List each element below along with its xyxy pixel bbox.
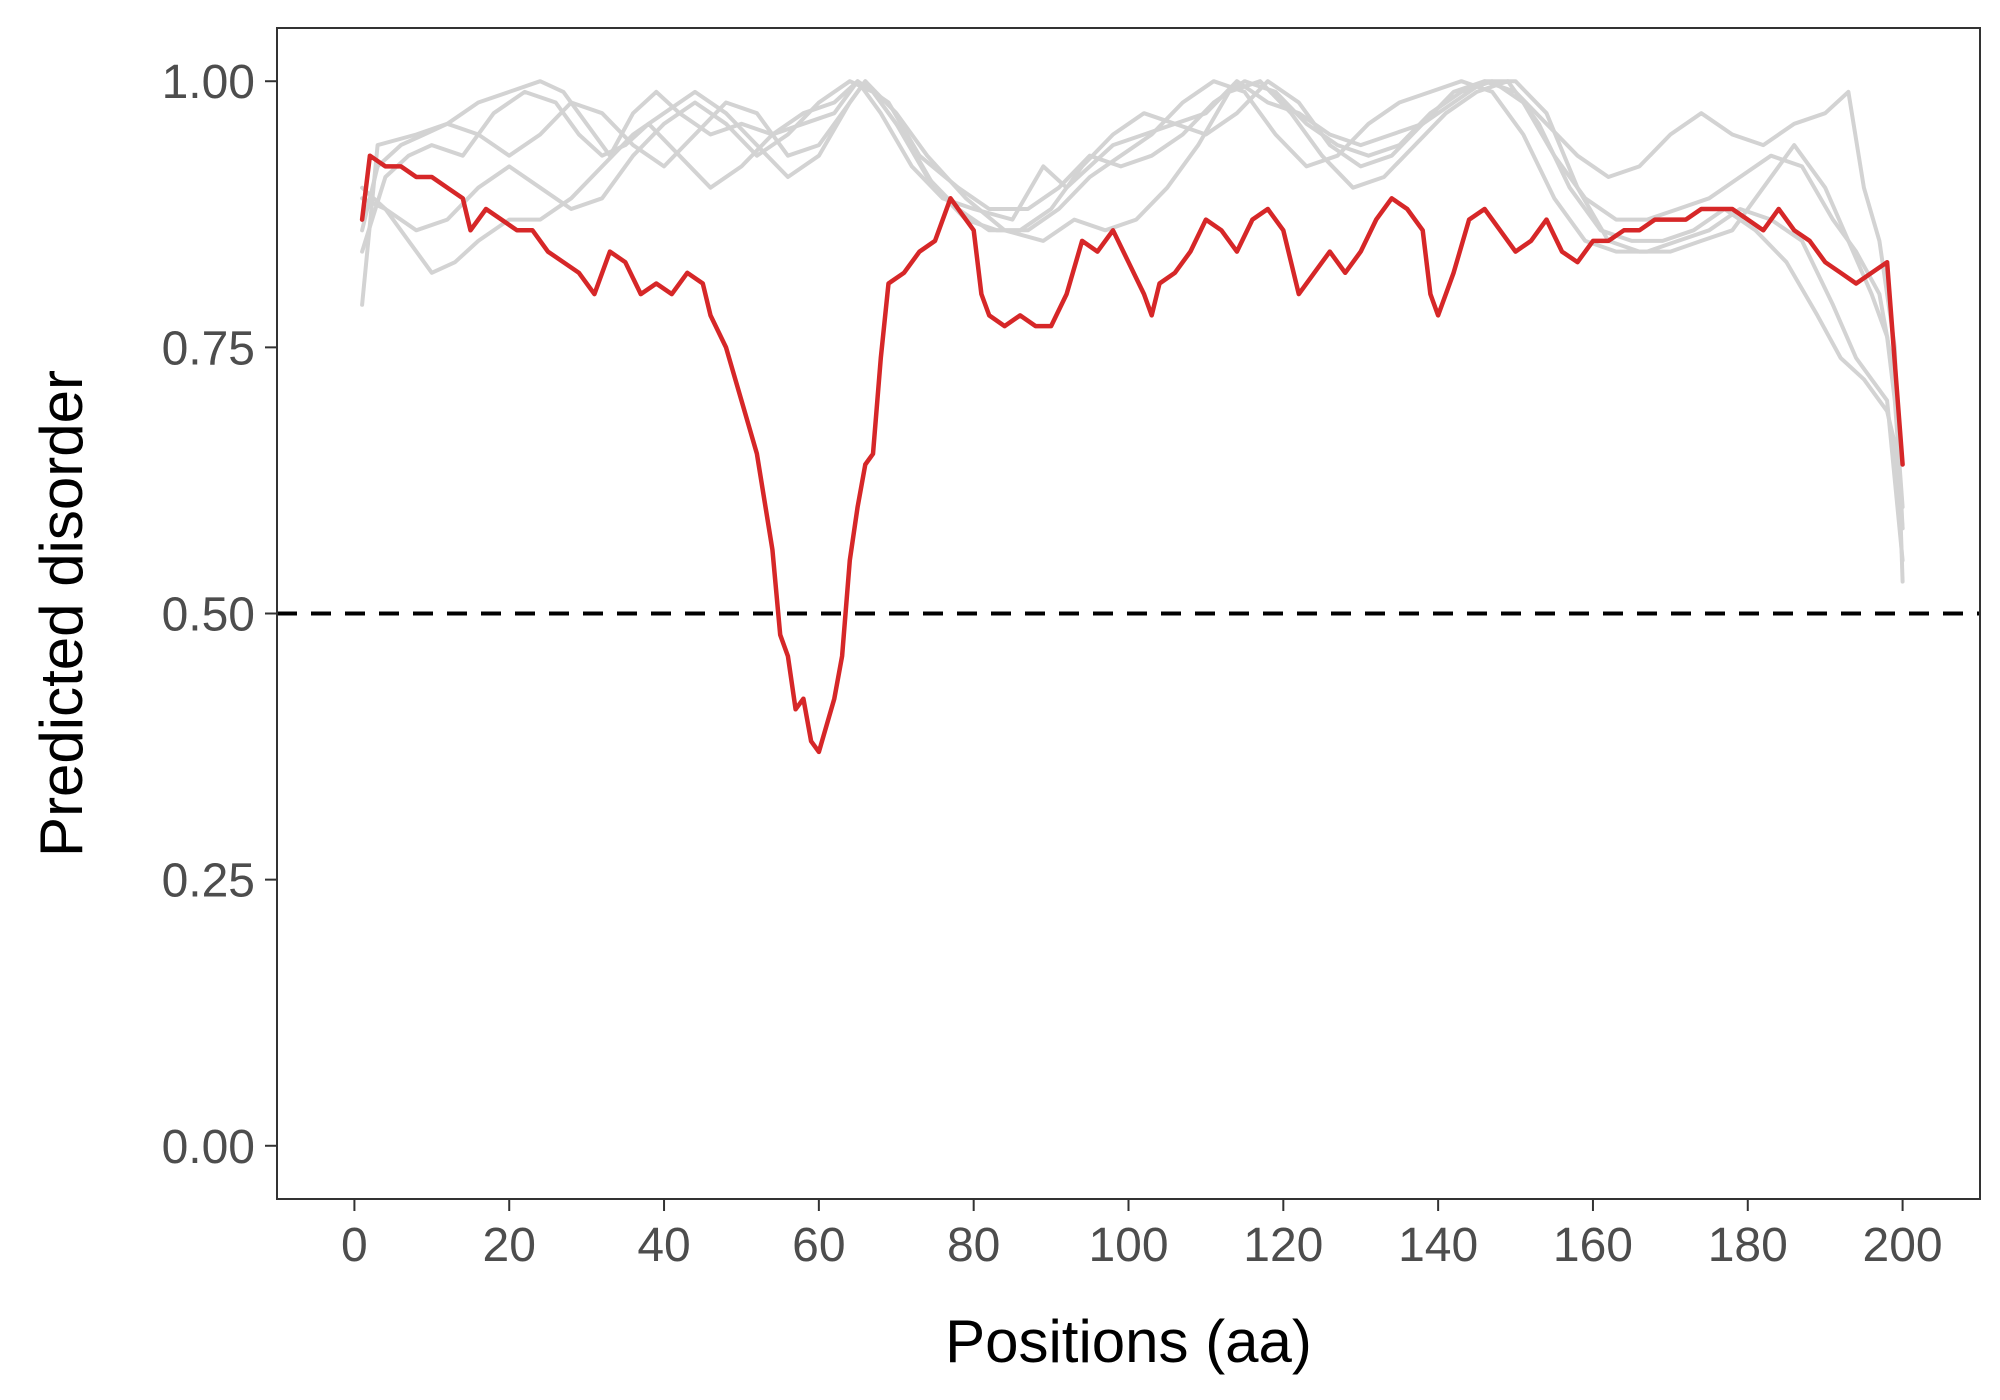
x-tick-label: 140 [1398,1219,1478,1272]
y-tick-label: 1.00 [162,56,255,109]
x-tick-label: 200 [1863,1219,1943,1272]
x-tick-label: 0 [341,1219,368,1272]
y-tick-label: 0.75 [162,322,255,375]
x-tick-label: 40 [637,1219,690,1272]
x-tick-label: 20 [483,1219,536,1272]
y-axis-title: Predicted disorder [28,370,95,857]
series-line-highlight [359,153,1905,755]
y-axis: 0.00 0.25 0.50 0.75 1.00 [162,56,277,1174]
x-tick-label: 120 [1243,1219,1323,1272]
x-tick-label: 160 [1553,1219,1633,1272]
y-tick-label: 0.50 [162,589,255,642]
x-tick-label: 80 [947,1219,1000,1272]
y-tick-label: 0.25 [162,855,255,908]
plot-content [277,79,1980,755]
y-tick-label: 0.00 [162,1121,255,1174]
x-axis: 0 20 40 60 80 100 120 140 160 180 200 [341,1199,1943,1272]
x-tick-label: 100 [1088,1219,1168,1272]
panel-border [276,27,1981,1200]
x-tick-label: 60 [792,1219,845,1272]
x-axis-title: Positions (aa) [945,1308,1312,1375]
series-line-background-4 [360,79,1905,509]
x-tick-label: 180 [1708,1219,1788,1272]
series-line-background-2 [360,79,1905,531]
series-line-background-1 [360,79,1905,531]
series-line-background-3 [360,79,1905,563]
